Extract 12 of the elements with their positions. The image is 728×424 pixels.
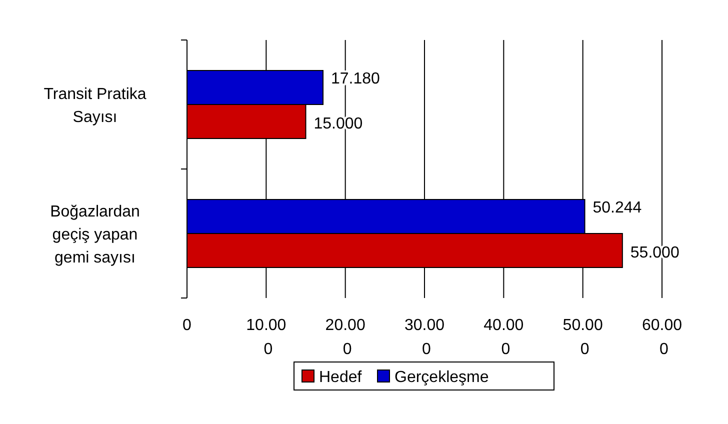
data-label: 50.244 xyxy=(592,200,642,217)
legend-label: Gerçekleşme xyxy=(394,369,489,386)
y-tick-label: Transit Pratika Sayısı xyxy=(44,86,146,126)
x-tick-label: 10.000 xyxy=(246,317,286,358)
x-tick-label: 40.000 xyxy=(484,317,524,358)
y-tick-label: Boğazlardan geçiş yapan gemi sayısı xyxy=(50,204,140,266)
x-tick-label: 30.000 xyxy=(404,317,445,358)
x-tick-label: 60.000 xyxy=(642,317,682,358)
x-tick-label: 50.000 xyxy=(562,317,603,358)
x-tick-label: 20.000 xyxy=(325,317,366,358)
x-tick-label: 0 xyxy=(182,317,192,334)
legend-label: Hedef xyxy=(319,369,362,386)
